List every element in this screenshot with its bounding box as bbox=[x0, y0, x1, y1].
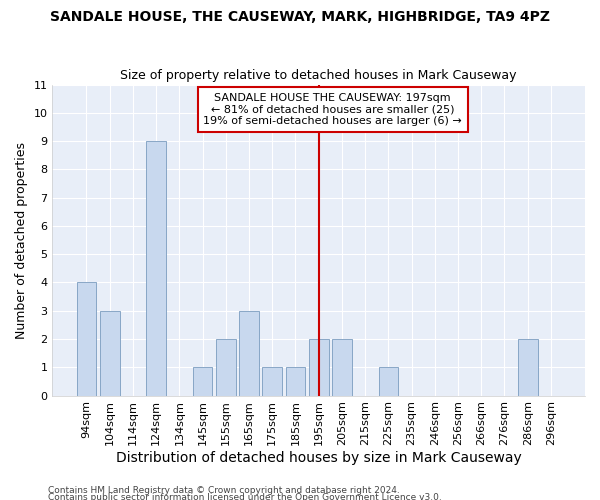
X-axis label: Distribution of detached houses by size in Mark Causeway: Distribution of detached houses by size … bbox=[116, 451, 521, 465]
Bar bbox=[216, 339, 236, 396]
Text: SANDALE HOUSE, THE CAUSEWAY, MARK, HIGHBRIDGE, TA9 4PZ: SANDALE HOUSE, THE CAUSEWAY, MARK, HIGHB… bbox=[50, 10, 550, 24]
Bar bbox=[262, 368, 282, 396]
Text: Contains HM Land Registry data © Crown copyright and database right 2024.: Contains HM Land Registry data © Crown c… bbox=[48, 486, 400, 495]
Bar bbox=[193, 368, 212, 396]
Text: Contains public sector information licensed under the Open Government Licence v3: Contains public sector information licen… bbox=[48, 494, 442, 500]
Bar bbox=[332, 339, 352, 396]
Bar bbox=[379, 368, 398, 396]
Bar bbox=[518, 339, 538, 396]
Bar bbox=[77, 282, 97, 396]
Bar bbox=[239, 311, 259, 396]
Y-axis label: Number of detached properties: Number of detached properties bbox=[15, 142, 28, 338]
Bar bbox=[309, 339, 329, 396]
Text: SANDALE HOUSE THE CAUSEWAY: 197sqm
← 81% of detached houses are smaller (25)
19%: SANDALE HOUSE THE CAUSEWAY: 197sqm ← 81%… bbox=[203, 93, 462, 126]
Bar bbox=[286, 368, 305, 396]
Title: Size of property relative to detached houses in Mark Causeway: Size of property relative to detached ho… bbox=[121, 69, 517, 82]
Bar bbox=[146, 141, 166, 396]
Bar bbox=[100, 311, 119, 396]
